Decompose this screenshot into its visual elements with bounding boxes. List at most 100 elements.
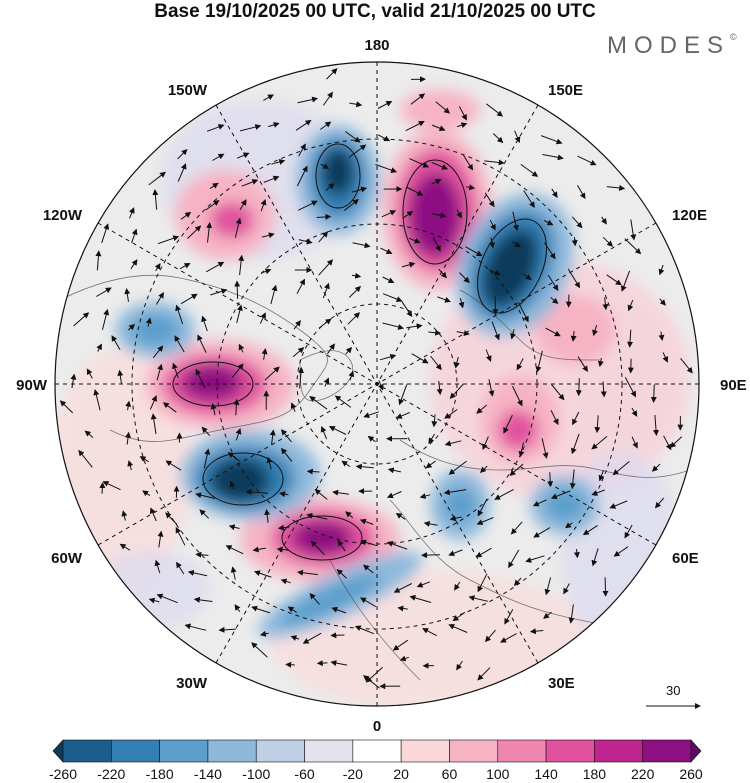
wind-arrow [78,449,93,468]
wind-arrow [341,460,351,468]
wind-arrow [392,639,409,651]
wind-arrow [659,298,666,306]
wind-arrow [280,429,292,443]
wind-arrow [624,377,636,398]
wind-arrow [602,297,609,311]
wind-arrow [125,400,132,411]
wind-arrow [602,577,609,597]
colorbar-tick-label: 220 [631,766,655,782]
wind-arrow [382,293,403,302]
wind-arrow [322,282,330,299]
wind-arrow [314,488,328,500]
colorbar-tick-label: -100 [242,766,270,782]
wind-arrow [318,318,332,329]
colorbar-tick-label: 180 [583,766,607,782]
graticule [55,62,699,706]
wind-arrow [510,329,516,340]
wind-arrow [466,184,476,191]
wind-arrow [193,596,213,603]
wind-arrow [516,358,524,371]
wind-arrow [187,569,208,577]
wind-arrow [165,512,178,525]
wind-arrow [195,551,209,558]
wind-arrow [431,124,446,132]
wind-arrow [477,498,488,517]
colorbar-segment [255,739,305,763]
wind-vectors [59,68,693,690]
wind-arrow [512,385,523,407]
wind-arrow [381,210,397,218]
wind-arrow [347,312,361,325]
wind-arrow [620,270,631,292]
wind-arrow [551,384,565,401]
wind-arrow [180,293,198,305]
wind-arrow [297,96,319,104]
lon-label-180: 180 [364,37,389,54]
wind-arrow [395,512,406,520]
wind-arrow [550,409,559,426]
wind-arrow [406,186,424,196]
wind-arrow [513,577,522,587]
wind-arrow [302,632,322,644]
wind-arrow [276,546,290,553]
wind-arrow [456,660,463,671]
colorbar-segment [207,739,257,763]
wind-arrow [395,411,411,419]
wind-arrow [399,655,409,662]
wind-arrow [206,222,213,243]
wind-arrow [280,578,291,585]
lon-label-120w: 120W [43,207,83,224]
wind-arrow [535,350,543,373]
wind-arrow [292,347,305,358]
colorbar: -260 -220 -180 -140 -100 -60 -20 20 60 100 140 180 2… [49,739,703,782]
wind-arrow [142,490,151,497]
wind-arrow [270,284,278,305]
colorbar-tick-label: 20 [393,766,409,782]
wind-arrow [201,426,211,437]
wind-arrow [111,335,121,351]
wind-arrow [491,321,500,341]
wind-arrow [330,660,348,666]
colorbar-segment [400,739,450,763]
wind-arrow [436,380,443,396]
wind-arrow [444,408,458,419]
wind-arrow [543,611,552,619]
wind-arrow [296,278,305,295]
wind-arrow [377,134,391,142]
wind-arrow [405,121,425,132]
wind-arrow [238,343,245,353]
wind-arrow [148,597,160,604]
wind-arrow [102,481,121,491]
lon-label-30e: 30E [548,675,575,692]
wind-arrow [96,287,112,297]
wind-arrow [261,348,268,360]
wind-arrow [573,549,580,559]
wind-arrow [654,497,665,509]
colorbar-segment [159,739,209,763]
wind-arrow [328,426,347,435]
wind-arrow [435,101,451,114]
contour-lines [172,143,547,561]
wind-arrow [93,389,101,411]
wind-arrow [484,629,496,643]
wind-arrow [431,414,438,428]
wind-arrow [449,383,464,399]
wind-arrow [514,130,521,144]
wind-arrow [297,366,304,389]
wind-arrow [437,296,451,303]
wind-arrow [669,436,683,448]
wind-arrow [377,101,393,109]
colorbar-tick-label: 260 [679,766,703,782]
wind-arrow [121,510,128,521]
lon-label-150e: 150E [548,82,583,99]
wind-arrow [152,345,164,359]
wind-arrow [458,297,465,309]
wind-arrow [651,463,661,472]
wind-arrow [382,322,405,330]
wind-arrow [298,238,313,245]
wind-arrow [59,400,74,414]
wind-arrow [518,442,525,458]
wind-arrow [343,198,359,211]
wind-arrow [509,463,524,476]
wind-arrow [363,675,380,689]
